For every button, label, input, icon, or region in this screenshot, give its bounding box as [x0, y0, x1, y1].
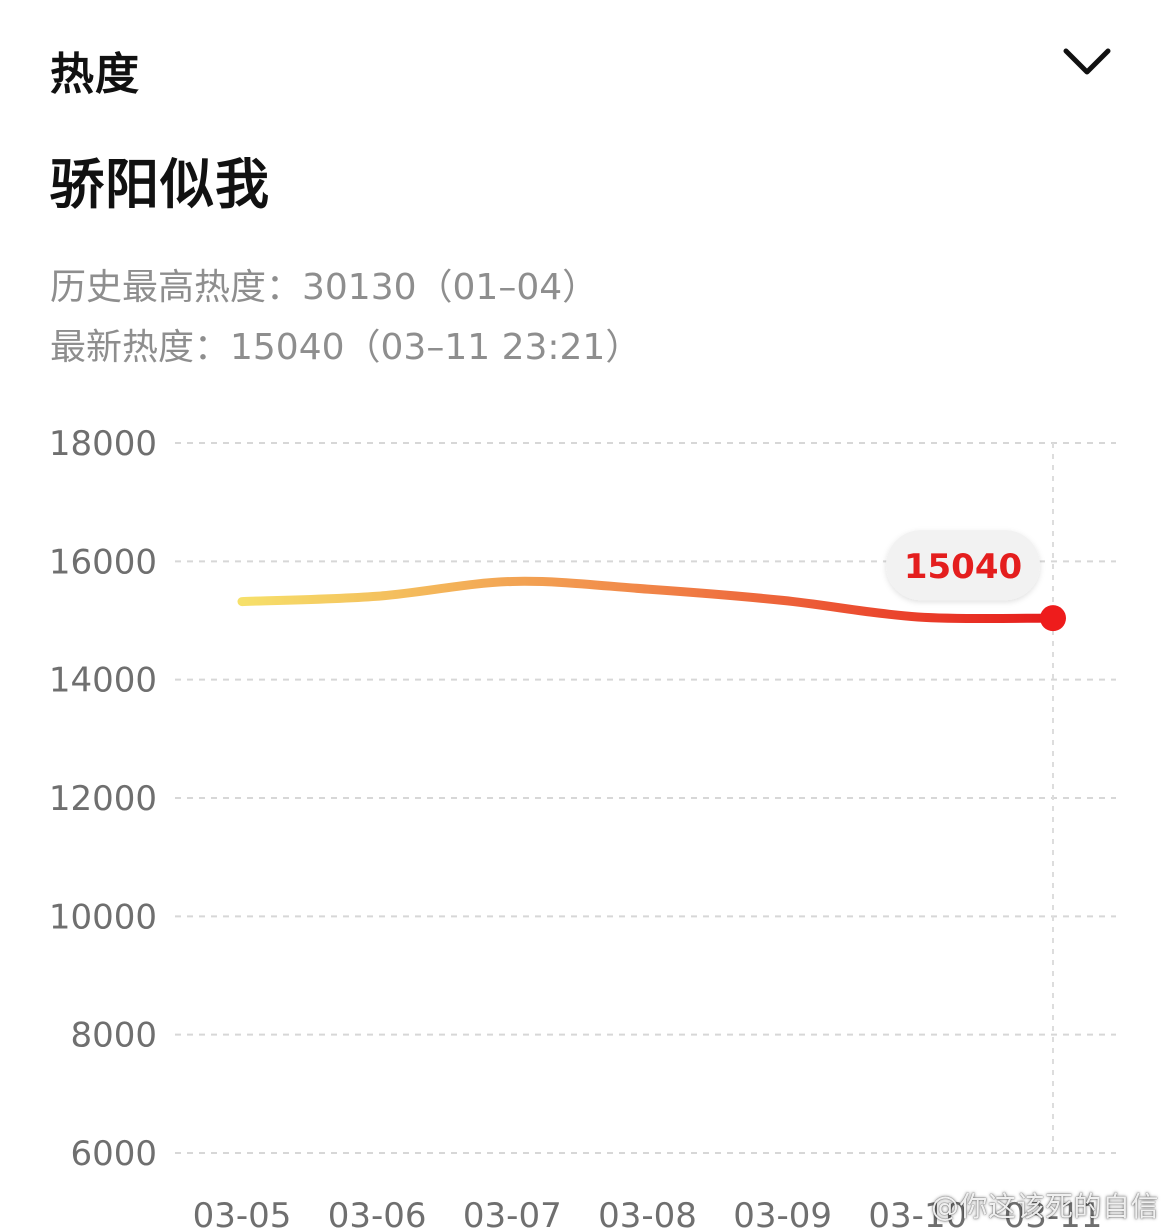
panel-header: 热度: [50, 34, 1120, 100]
latest-data-point[interactable]: [1040, 605, 1066, 632]
y-tick-label: 12000: [49, 779, 157, 819]
value-bubble: 15040: [886, 530, 1040, 601]
y-axis-labels: 18000 16000 14000 12000 10000 8000 6000: [49, 424, 157, 1174]
collapse-button[interactable]: [1048, 34, 1120, 98]
y-tick-label: 10000: [49, 897, 157, 937]
y-tick-label: 18000: [49, 424, 157, 464]
x-tick-label: 03-06: [328, 1196, 427, 1229]
y-tick-label: 14000: [49, 661, 157, 701]
latest-heat-text: 最新热度：15040（03–11 23:21）: [50, 327, 642, 368]
y-tick-label: 8000: [70, 1016, 157, 1056]
series-line-heat: [237, 576, 1058, 624]
topic-title: 骄阳似我: [50, 153, 270, 216]
y-tick-label: 6000: [70, 1134, 157, 1174]
x-tick-label: 03-08: [598, 1196, 697, 1229]
x-tick-label: 03-11: [1004, 1196, 1103, 1229]
chevron-down-icon: [1063, 48, 1111, 75]
y-tick-label: 16000: [49, 542, 157, 582]
grid-lines: [175, 442, 1116, 1154]
x-tick-label: 03-05: [193, 1196, 292, 1229]
x-tick-label: 03-07: [463, 1196, 562, 1229]
heat-stats: 历史最高热度：30130（01–04） 最新热度：15040（03–11 23:…: [50, 258, 641, 378]
x-tick-label: 03-10: [868, 1196, 967, 1229]
watermark: @你这该死的自信: [930, 1190, 1159, 1223]
x-axis-labels: 03-05 03-06 03-07 03-08 03-09 03-10 03-11: [193, 1196, 1103, 1229]
panel-title: 热度: [50, 49, 140, 100]
value-bubble-background: [886, 530, 1040, 601]
history-high-text: 历史最高热度：30130（01–04）: [50, 267, 599, 308]
data-points: [1040, 605, 1066, 632]
latest-value-label: 15040: [904, 547, 1022, 587]
heat-chart: 18000 16000 14000 12000 10000 8000 6000 03-05 0…: [0, 400, 1169, 1229]
x-tick-label: 03-09: [733, 1196, 832, 1229]
